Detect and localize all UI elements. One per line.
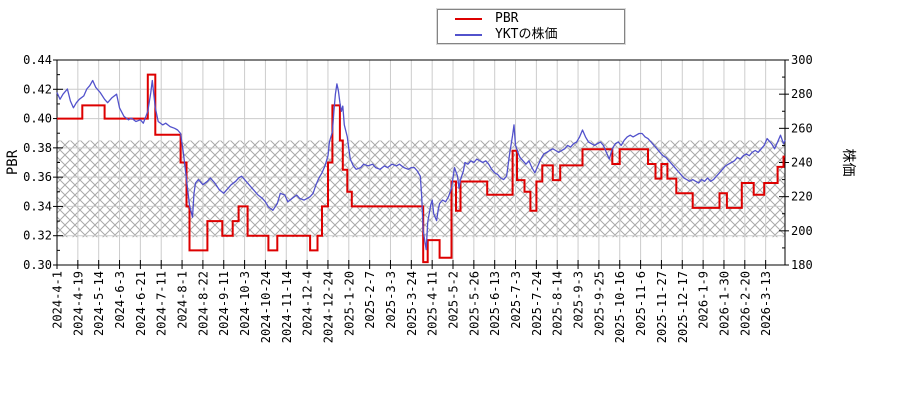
y-right-tick-label: 300 xyxy=(791,53,813,67)
y-right-tick-label: 240 xyxy=(791,156,813,170)
y-left-tick-label: 0.32 xyxy=(23,229,52,243)
y-left-tick-label: 0.40 xyxy=(23,112,52,126)
x-tick-label: 2025-9-3 xyxy=(572,271,586,329)
x-tick-label: 2025-3-3 xyxy=(384,271,398,329)
y-right-tick-label: 180 xyxy=(791,258,813,272)
y-right-tick-label: 200 xyxy=(791,224,813,238)
y-right-tick-label: 220 xyxy=(791,190,813,204)
x-tick-label: 2025-7-24 xyxy=(530,271,544,336)
x-tick-label: 2026-1-9 xyxy=(697,271,711,329)
pbr-series-line xyxy=(57,73,785,264)
legend-item-pbr: PBR xyxy=(455,12,624,25)
x-tick-label: 2024-4-1 xyxy=(51,271,65,329)
x-tick-label: 2025-10-16 xyxy=(613,271,627,343)
x-tick-label: 2025-9-25 xyxy=(592,271,606,336)
x-tick-label: 2025-4-11 xyxy=(426,271,440,336)
pbr-line-swatch xyxy=(455,17,482,20)
y-left-axis-title: PBR xyxy=(5,149,21,175)
y-left-tick-label: 0.34 xyxy=(23,199,52,213)
legend-label-stock: YKTの株価 xyxy=(495,27,558,42)
x-tick-label: 2024-5-14 xyxy=(92,271,106,336)
legend-label-pbr: PBR xyxy=(495,11,519,26)
x-tick-label: 2026-3-13 xyxy=(759,271,773,336)
x-tick-label: 2025-7-3 xyxy=(509,271,523,329)
x-tick-label: 2024-8-22 xyxy=(196,271,210,336)
x-tick-label: 2024-6-3 xyxy=(113,271,127,329)
stock-series-line xyxy=(56,79,786,251)
x-tick-label: 2024-12-4 xyxy=(301,271,315,336)
y-left-tick-label: 0.36 xyxy=(23,170,52,184)
x-tick-label: 2025-2-7 xyxy=(363,271,377,329)
x-tick-label: 2025-5-26 xyxy=(467,271,481,336)
x-tick-label: 2025-8-14 xyxy=(551,271,565,336)
y-left-tick-label: 0.38 xyxy=(23,141,52,155)
y-left-tick-label: 0.44 xyxy=(23,53,52,67)
x-tick-label: 2025-5-2 xyxy=(447,271,461,329)
x-tick-label: 2025-3-24 xyxy=(405,271,419,336)
x-tick-label: 2024-10-3 xyxy=(238,271,252,336)
stock-line-swatch xyxy=(455,33,482,36)
x-tick-label: 2024-10-24 xyxy=(259,271,273,343)
x-tick-label: 2024-4-19 xyxy=(71,271,85,336)
x-tick-label: 2025-12-17 xyxy=(676,271,690,343)
y-left-tick-label: 0.30 xyxy=(23,258,52,272)
y-right-tick-label: 260 xyxy=(791,121,813,135)
y-left-tick-label: 0.42 xyxy=(23,82,52,96)
y-right-axis-title: 株価 xyxy=(840,149,856,177)
x-tick-label: 2025-11-6 xyxy=(634,271,648,336)
x-tick-label: 2024-7-11 xyxy=(155,271,169,336)
x-tick-label: 2024-6-21 xyxy=(134,271,148,336)
x-tick-label: 2024-12-24 xyxy=(321,271,335,343)
x-tick-label: 2026-1-30 xyxy=(717,271,731,336)
x-tick-label: 2025-6-13 xyxy=(488,271,502,336)
legend: PBR YKTの株価 xyxy=(436,8,626,45)
x-tick-label: 2026-2-20 xyxy=(738,271,752,336)
x-tick-label: 2024-11-14 xyxy=(280,271,294,343)
y-right-tick-label: 280 xyxy=(791,87,813,101)
legend-item-stock: YKTの株価 xyxy=(455,28,624,41)
x-tick-label: 2025-1-20 xyxy=(342,271,356,336)
x-tick-label: 2024-9-11 xyxy=(217,271,231,336)
x-tick-label: 2025-11-27 xyxy=(655,271,669,343)
x-tick-label: 2024-8-1 xyxy=(176,271,190,329)
